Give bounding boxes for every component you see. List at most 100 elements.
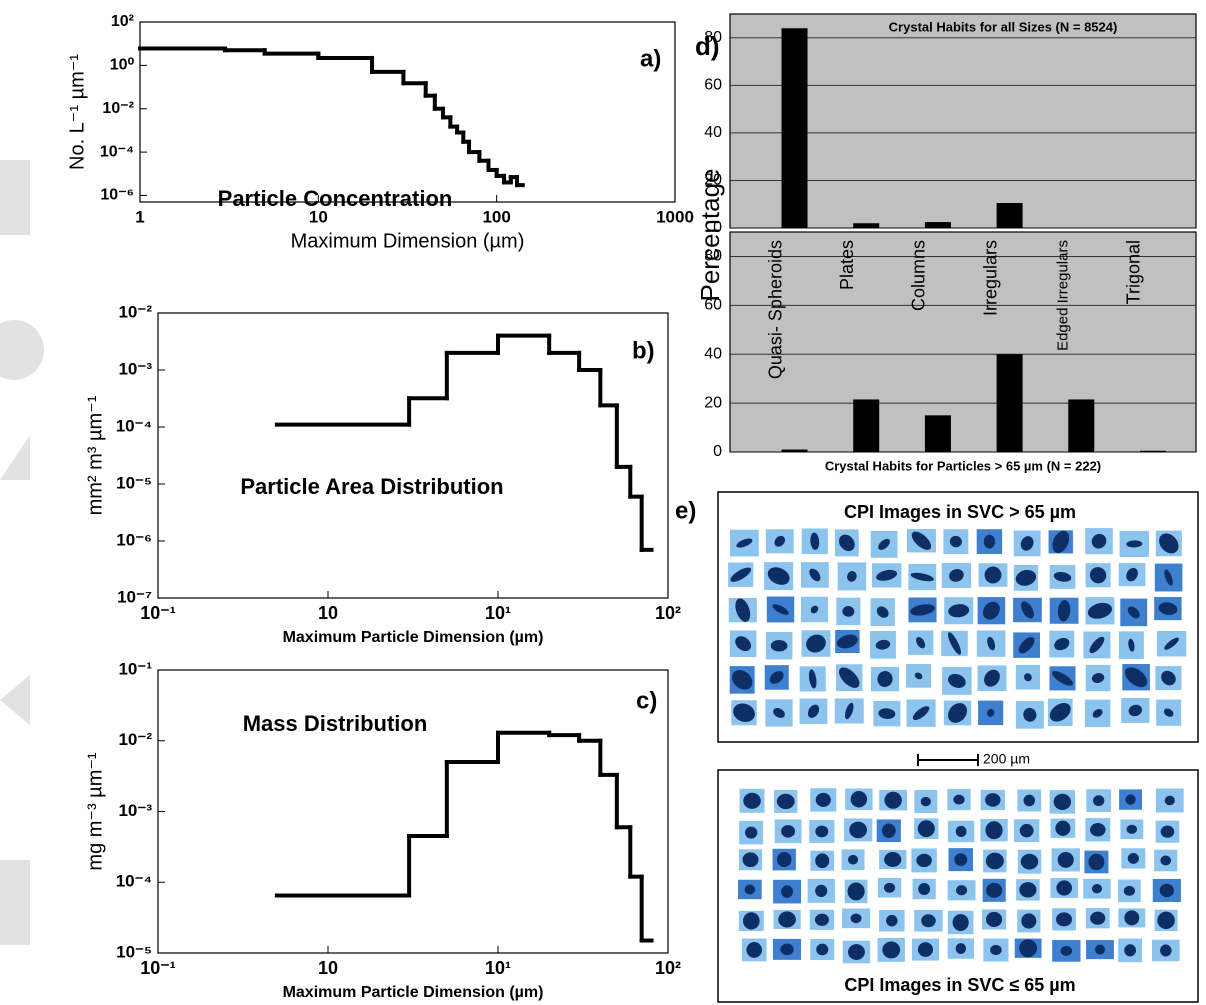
plot-background xyxy=(729,231,1197,453)
y-tick-label: 10⁻⁴ xyxy=(100,143,134,160)
cpi-particle xyxy=(1159,533,1179,554)
cpi-particle xyxy=(838,667,860,688)
cpi-particle xyxy=(1157,911,1175,930)
cpi-particle xyxy=(918,883,931,895)
cpi-particle xyxy=(911,531,932,550)
cpi-particle xyxy=(949,535,962,548)
cpi-particle xyxy=(809,568,821,582)
x-axis-label: Maximum Particle Dimension (µm) xyxy=(283,629,544,646)
cpi-particle xyxy=(990,944,1002,956)
y-tick-label: 10⁻⁴ xyxy=(116,872,152,891)
plot-frame xyxy=(157,312,669,599)
cpi-particle xyxy=(1127,606,1140,619)
cpi-particle xyxy=(742,912,760,930)
cpi-particle xyxy=(948,632,961,655)
cpi-particle xyxy=(955,943,967,954)
cpi-particle xyxy=(886,914,898,927)
cpi-particle xyxy=(848,854,859,865)
y-tick-label: 10⁻¹ xyxy=(118,659,152,678)
y-axis-label: No. L⁻¹ µm⁻¹ xyxy=(66,54,88,170)
cpi-particle xyxy=(815,853,830,869)
cpi-particle xyxy=(878,538,890,550)
cpi-particle xyxy=(769,671,784,684)
cpi-particle xyxy=(810,532,820,550)
panel-label: a) xyxy=(640,45,661,72)
cpi-particle xyxy=(781,885,794,898)
cpi-particle xyxy=(816,943,829,956)
cpi-particle xyxy=(736,538,753,548)
bar xyxy=(996,354,1023,452)
cpi-particle xyxy=(1087,602,1113,619)
x-axis-label: Maximum Particle Dimension (µm) xyxy=(283,984,544,1001)
x-tick-label: 10 xyxy=(309,207,328,226)
cpi-particle xyxy=(744,884,756,895)
cpi-particle xyxy=(1021,601,1034,619)
y-tick-label: 0 xyxy=(713,443,722,460)
cpi-particle xyxy=(882,941,901,959)
cpi-particle xyxy=(1090,822,1106,837)
cpi-particle xyxy=(917,942,934,957)
y-axis-label: mg m⁻³ µm⁻¹ xyxy=(84,752,106,871)
cpi-particle xyxy=(1091,673,1105,683)
panel-label: e) xyxy=(675,497,696,524)
cpi-particle xyxy=(1164,795,1175,806)
y-tick-label: 10⁻³ xyxy=(118,801,152,820)
cpi-particle xyxy=(730,567,752,582)
cpi-particle xyxy=(733,703,755,723)
cpi-particle xyxy=(735,636,752,652)
y-tick-label: 60 xyxy=(704,77,722,94)
cpi-particle xyxy=(1128,638,1135,652)
x-tick-label: 10² xyxy=(655,958,681,978)
panel-label: c) xyxy=(636,687,657,714)
cpi-particle xyxy=(1060,945,1073,956)
cpi-particle xyxy=(1024,673,1032,682)
cpi-particle xyxy=(807,704,820,718)
y-tick-label: 10⁻⁵ xyxy=(116,942,152,961)
cpi-particle xyxy=(1160,855,1172,866)
panel-label: d) xyxy=(695,31,720,61)
cpi-particle xyxy=(746,942,763,958)
cpi-particle xyxy=(849,821,867,839)
cpi-particle xyxy=(815,792,831,808)
y-tick-label: 10⁻² xyxy=(102,100,134,117)
cpi-particle xyxy=(1126,824,1138,834)
cpi-particle xyxy=(1124,667,1148,688)
y-tick-label: 10⁻⁵ xyxy=(116,473,152,492)
cpi-particle xyxy=(1123,885,1136,896)
y-tick-label: 80 xyxy=(704,29,722,46)
cpi-particle xyxy=(1094,944,1106,955)
y-tick-label: 10⁻⁷ xyxy=(117,587,152,606)
y-tick-label: 0 xyxy=(713,219,722,236)
cpi-particle xyxy=(982,601,1000,620)
watermark-shape xyxy=(0,320,44,380)
y-tick-label: 10⁻³ xyxy=(118,359,152,378)
cpi-particle xyxy=(949,569,964,582)
cpi-particle xyxy=(987,636,996,651)
cpi-particle xyxy=(876,606,889,618)
cpi-particle xyxy=(814,913,830,926)
y-tick-label: 40 xyxy=(704,124,722,141)
cpi-particle xyxy=(914,672,923,680)
cpi-particle xyxy=(815,884,828,898)
cpi-particle xyxy=(985,793,1001,807)
cpi-particle xyxy=(1125,794,1136,805)
y-tick-label: 20 xyxy=(704,394,722,411)
cpi-particle xyxy=(948,673,966,688)
bar xyxy=(781,449,808,452)
cpi-particle xyxy=(839,534,855,552)
cpi-particle xyxy=(984,566,1002,584)
cpi-particle xyxy=(1053,572,1072,582)
annotation: Particle Area Distribution xyxy=(240,474,503,499)
cpi-particle xyxy=(772,604,789,615)
cpi-particle xyxy=(986,708,995,717)
cpi-particle xyxy=(1019,939,1038,958)
category-label: Plates xyxy=(837,240,857,290)
annotation: Mass Distribution xyxy=(243,711,428,736)
cpi-particle xyxy=(1021,913,1037,929)
cpi-particle xyxy=(921,914,936,928)
cpi-particle xyxy=(778,911,796,928)
cpi-particle xyxy=(842,606,855,617)
cpi-particle xyxy=(744,826,758,839)
cpi-particle xyxy=(810,605,819,614)
cpi-particle xyxy=(1054,637,1070,651)
